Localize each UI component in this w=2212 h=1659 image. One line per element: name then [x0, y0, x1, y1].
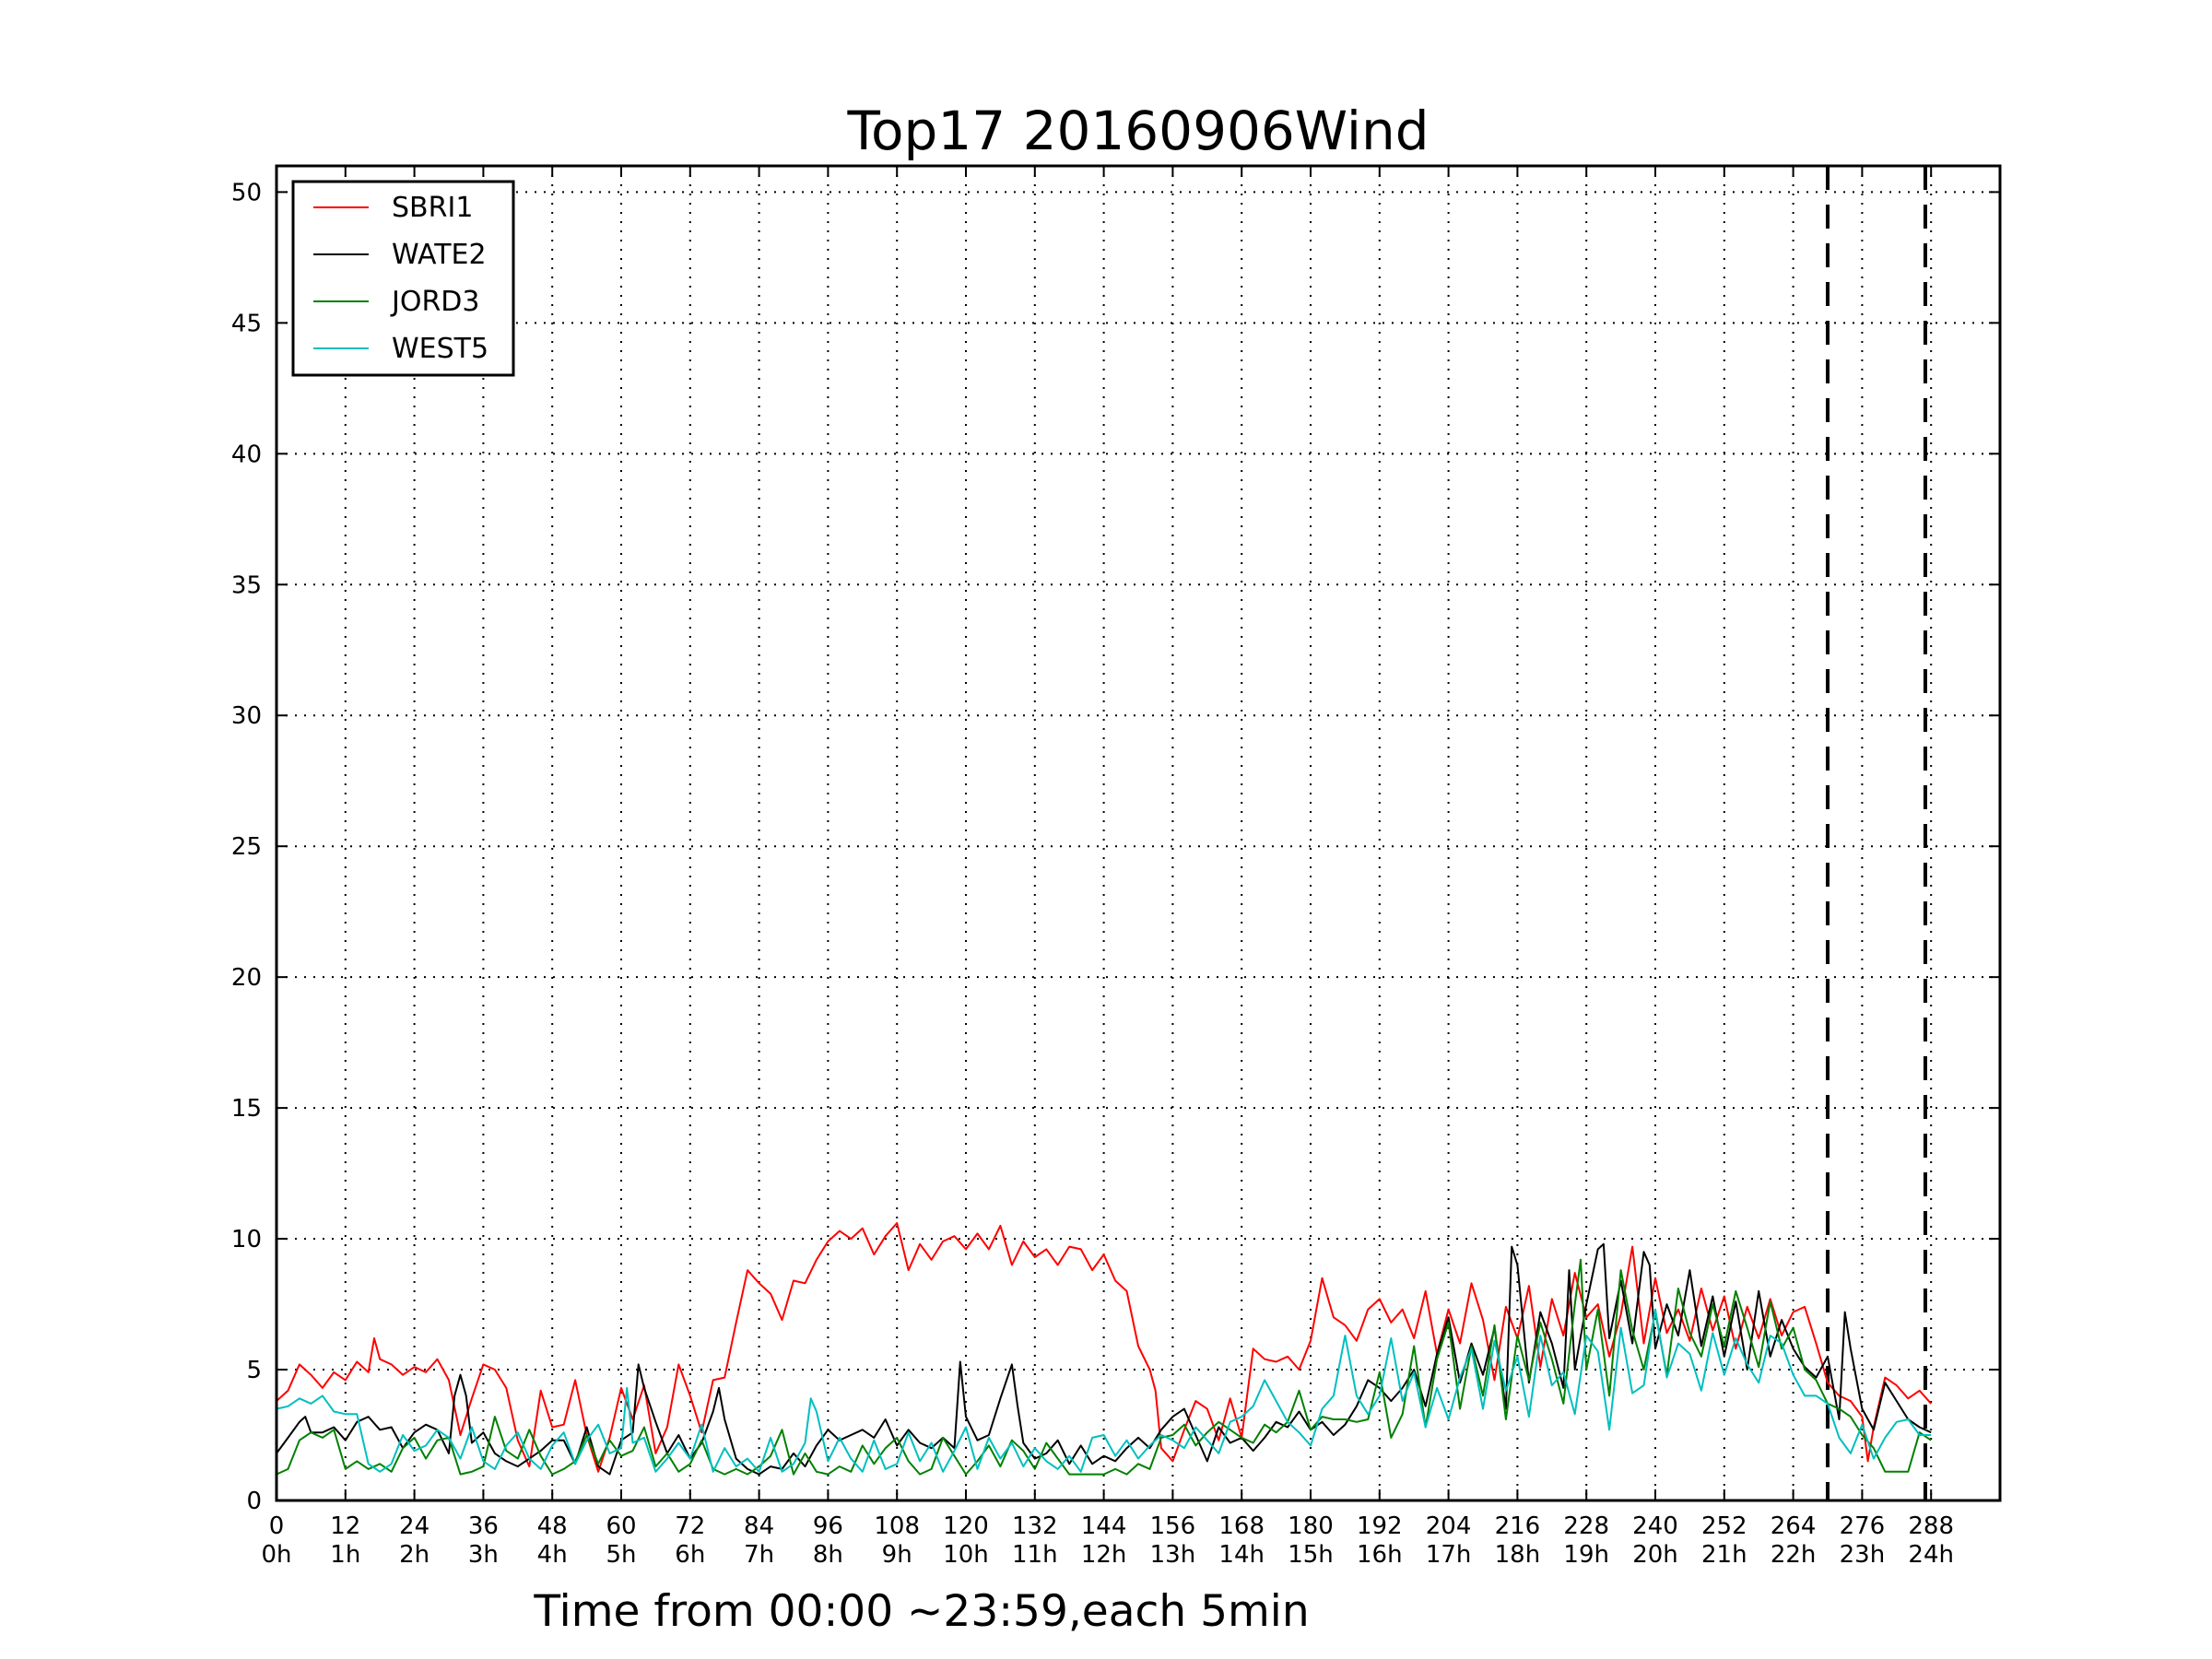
x-tick-label: 180 [1288, 1512, 1334, 1540]
y-tick-label: 10 [231, 1226, 262, 1253]
series-line-wate2 [276, 1242, 1932, 1476]
x-tick-label: 168 [1218, 1512, 1265, 1540]
legend-label: SBRI1 [392, 192, 473, 224]
y-tick-label: 20 [231, 964, 262, 992]
x-tick-sublabel: 9h [882, 1541, 912, 1569]
grid [276, 166, 2000, 1500]
x-tick-label: 276 [1840, 1512, 1886, 1540]
x-tick-sublabel: 5h [606, 1541, 636, 1569]
x-tick-label: 132 [1012, 1512, 1058, 1540]
y-tick-label: 5 [246, 1357, 262, 1384]
x-tick-sublabel: 7h [744, 1541, 774, 1569]
x-tick-sublabel: 0h [261, 1541, 291, 1569]
x-tick-sublabel: 11h [1012, 1541, 1058, 1569]
legend: SBRI1 WATE2 JORD3 WEST5 [291, 180, 515, 377]
x-axis-label: Time from 00:00 ~23:59,each 5min [533, 1586, 1309, 1637]
x-tick-label: 24 [399, 1512, 429, 1540]
x-tick-label: 156 [1150, 1512, 1196, 1540]
x-tick-sublabel: 1h [330, 1541, 360, 1569]
x-tick-sublabel: 8h [813, 1541, 843, 1569]
x-tick-sublabel: 17h [1426, 1541, 1472, 1569]
x-tick-label: 48 [537, 1512, 568, 1540]
x-tick-label: 264 [1771, 1512, 1817, 1540]
x-tick-label: 240 [1632, 1512, 1678, 1540]
x-tick-label: 84 [744, 1512, 774, 1540]
x-tick-sublabel: 16h [1357, 1541, 1403, 1569]
x-tick-sublabel: 2h [399, 1541, 429, 1569]
x-tick-sublabel: 10h [943, 1541, 989, 1569]
x-tick-label: 252 [1701, 1512, 1747, 1540]
x-tick-sublabel: 6h [675, 1541, 705, 1569]
y-tick-label: 25 [231, 833, 262, 861]
y-tick-label: 0 [246, 1488, 262, 1515]
x-tick-label: 228 [1563, 1512, 1609, 1540]
series-line-west5 [276, 1308, 1932, 1473]
y-tick-label: 30 [231, 702, 262, 730]
x-tick-sublabel: 15h [1288, 1541, 1334, 1569]
series-line-sbri1 [276, 1222, 1932, 1473]
x-tick-sublabel: 12h [1081, 1541, 1127, 1569]
x-tick-sublabel: 24h [1908, 1541, 1954, 1569]
marker-lines [1826, 166, 1927, 1500]
axis-ticks: 00h121h242h363h484h605h726h847h968h1089h… [231, 166, 2000, 1569]
x-tick-label: 144 [1081, 1512, 1127, 1540]
x-tick-sublabel: 23h [1840, 1541, 1886, 1569]
x-tick-label: 36 [468, 1512, 499, 1540]
x-tick-label: 216 [1495, 1512, 1541, 1540]
x-tick-label: 108 [874, 1512, 920, 1540]
chart-title: Top17 20160906Wind [846, 100, 1429, 162]
x-tick-label: 96 [813, 1512, 843, 1540]
y-tick-label: 15 [231, 1095, 262, 1123]
y-tick-label: 35 [231, 571, 262, 599]
y-tick-label: 45 [231, 310, 262, 337]
legend-label: WEST5 [392, 333, 488, 365]
x-tick-sublabel: 14h [1218, 1541, 1265, 1569]
y-tick-label: 40 [231, 441, 262, 468]
y-tick-label: 50 [231, 179, 262, 206]
x-tick-label: 204 [1426, 1512, 1472, 1540]
x-tick-label: 0 [269, 1512, 285, 1540]
x-tick-label: 288 [1908, 1512, 1954, 1540]
x-tick-sublabel: 21h [1701, 1541, 1747, 1569]
x-tick-sublabel: 3h [468, 1541, 499, 1569]
x-tick-label: 192 [1357, 1512, 1403, 1540]
x-tick-label: 12 [330, 1512, 360, 1540]
x-tick-sublabel: 19h [1563, 1541, 1609, 1569]
legend-label: WATE2 [392, 239, 487, 271]
x-tick-sublabel: 18h [1495, 1541, 1541, 1569]
x-tick-label: 120 [943, 1512, 989, 1540]
x-tick-sublabel: 22h [1771, 1541, 1817, 1569]
legend-box [291, 180, 515, 377]
data-series [276, 1222, 1932, 1476]
x-tick-sublabel: 20h [1632, 1541, 1678, 1569]
legend-label: JORD3 [390, 286, 480, 318]
x-tick-label: 60 [606, 1512, 636, 1540]
x-tick-label: 72 [675, 1512, 705, 1540]
plot-area-frame [275, 164, 2002, 1502]
x-tick-sublabel: 4h [537, 1541, 568, 1569]
x-tick-sublabel: 13h [1150, 1541, 1196, 1569]
